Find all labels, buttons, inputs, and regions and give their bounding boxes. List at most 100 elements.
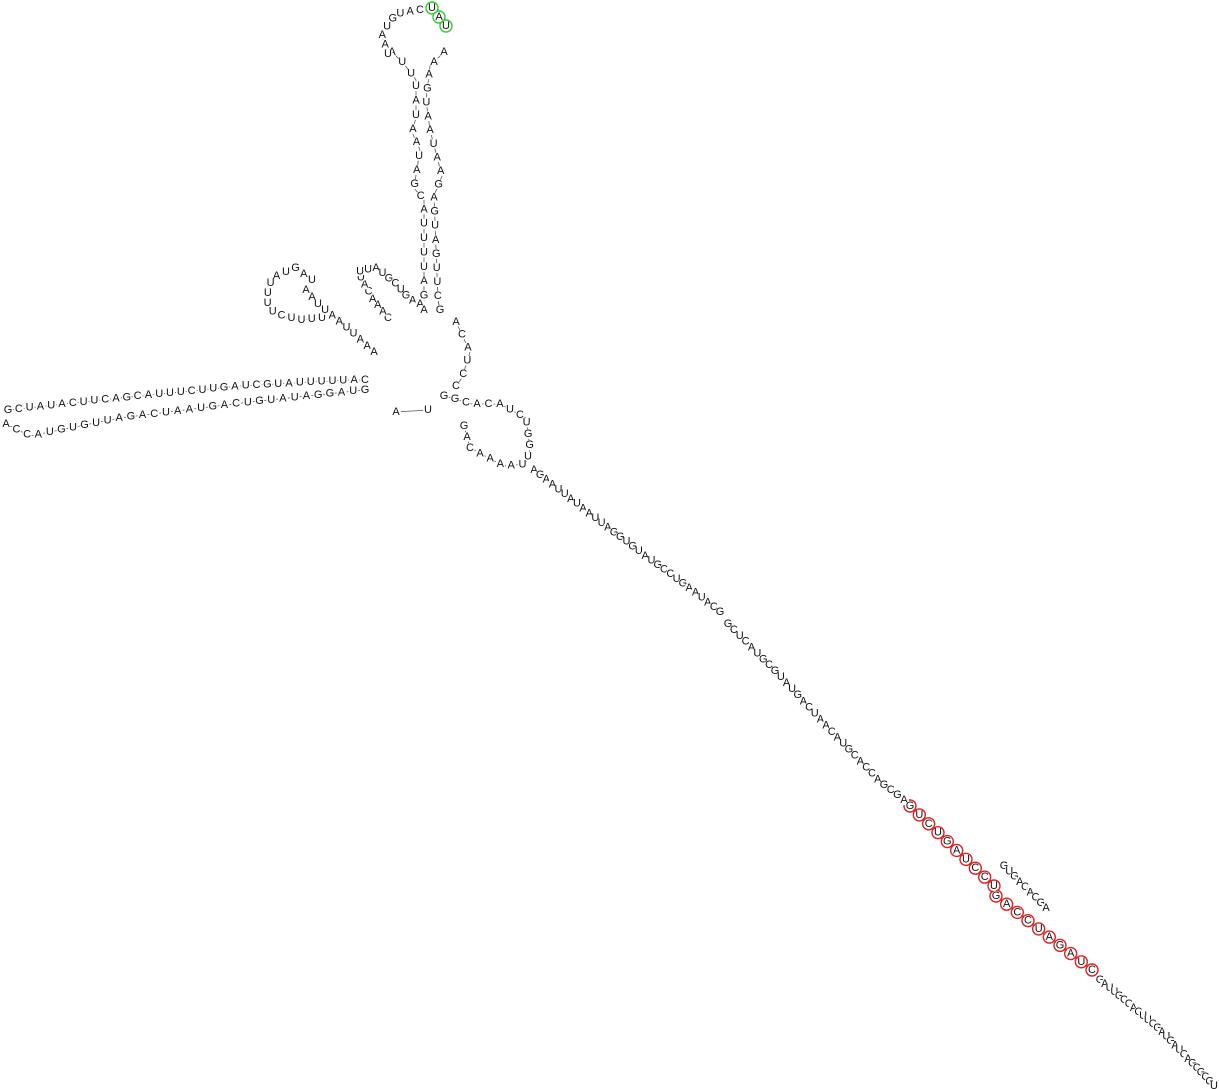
- nucleotide: A: [407, 6, 415, 18]
- nucleotide-bg: [451, 381, 461, 391]
- highlight-ring: [977, 870, 992, 884]
- nucleotide-bg: [419, 204, 429, 215]
- nucleotide-bg: [472, 399, 483, 409]
- nucleotide-bg: [289, 392, 300, 403]
- nucleotide-bg: [485, 453, 496, 464]
- nucleotide: G: [410, 178, 419, 190]
- nucleotide-bg: [979, 872, 990, 883]
- highlight-ring: [931, 825, 945, 840]
- nucleotide: U: [990, 880, 998, 892]
- nucleotide-bg: [3, 405, 13, 415]
- nucleotide-bg: [989, 881, 999, 891]
- nucleotide: U: [598, 517, 606, 529]
- nucleotide: U: [356, 266, 364, 278]
- nucleotide: A: [364, 340, 372, 352]
- nucleotide: A: [692, 587, 700, 599]
- highlight-ring: [1074, 955, 1089, 969]
- nucleotide-bg: [460, 397, 471, 408]
- nucleotide-bg: [427, 3, 437, 13]
- nucleotide-bg: [411, 95, 421, 106]
- nucleotide: A: [413, 164, 421, 176]
- nucleotide: U: [92, 417, 100, 429]
- nucleotide: U: [839, 738, 847, 750]
- nucleotide: A: [530, 464, 538, 476]
- nucleotide-bg: [78, 396, 89, 407]
- nucleotide: A: [426, 124, 434, 136]
- nucleotide: A: [231, 381, 239, 393]
- nucleotide: C: [981, 871, 989, 883]
- nucleotide-bg: [419, 305, 429, 315]
- nucleotide: C: [459, 368, 467, 380]
- nucleotide: A: [379, 29, 387, 41]
- nucleotide: G: [361, 384, 370, 396]
- nucleotide-bg: [415, 5, 425, 15]
- nucleotide-bg: [432, 277, 443, 288]
- nucleotide: C: [134, 390, 142, 402]
- highlight-ring: [949, 843, 964, 858]
- nucleotide: G: [220, 382, 229, 394]
- nucleotide-bg: [316, 376, 327, 387]
- nucleotide: U: [519, 458, 527, 470]
- nucleotide-bg: [429, 56, 440, 67]
- nucleotide-bg: [338, 375, 349, 386]
- nucleotide-bg: [435, 166, 446, 177]
- nucleotide: U: [267, 394, 275, 406]
- nucleotide: A: [1042, 902, 1050, 914]
- nucleotide: G: [1166, 1035, 1175, 1047]
- highlight-ring: [1010, 905, 1025, 920]
- backbone-diag-red-2: [995, 895, 1093, 971]
- nucleotide: U: [424, 404, 432, 416]
- nucleotide: U: [524, 450, 532, 462]
- nucleotide-bg: [419, 247, 429, 258]
- nucleotide: A: [435, 11, 443, 23]
- nucleotide-bg: [280, 267, 291, 278]
- highlight-ring: [1042, 930, 1057, 944]
- nucleotide: U: [1210, 1080, 1218, 1089]
- nucleotide: A: [641, 550, 649, 562]
- nucleotide: U: [647, 554, 655, 566]
- nucleotide: G: [1188, 1058, 1197, 1070]
- nucleotide: G: [255, 395, 264, 407]
- nucleotide-bg: [317, 313, 327, 323]
- nucleotide-bg: [905, 801, 915, 811]
- nucleotide-bg: [363, 264, 374, 275]
- nucleotide-bg: [1065, 948, 1076, 959]
- nucleotide-bg: [377, 29, 388, 40]
- nucleotide-bg: [121, 392, 132, 403]
- nucleotide-bg: [320, 304, 331, 315]
- nucleotide-bg: [91, 417, 102, 428]
- nucleotide: U: [573, 498, 581, 510]
- nucleotide: A: [857, 756, 865, 768]
- nucleotide-bg: [451, 317, 461, 327]
- nucleotide-bg: [219, 382, 230, 393]
- highlight-ring: [1021, 913, 1035, 928]
- nucleotide: G: [389, 13, 398, 25]
- nucleotide: U: [244, 396, 252, 408]
- nucleotide-bg: [991, 891, 1001, 901]
- nucleotide: G: [536, 469, 545, 481]
- nucleotide-bg: [1041, 903, 1051, 913]
- nucleotide: C: [868, 768, 876, 780]
- nucleotide: C: [69, 397, 77, 409]
- nucleotide: A: [473, 398, 481, 410]
- nucleotide: U: [915, 809, 923, 821]
- nucleotide-bg: [423, 111, 434, 122]
- nucleotide-bg: [1055, 940, 1065, 951]
- nucleotide: U: [420, 261, 428, 273]
- nucleotide-bg: [506, 460, 517, 471]
- nucleotide: G: [525, 439, 534, 451]
- nucleotide: U: [1077, 956, 1085, 968]
- nucleotide-bg: [942, 836, 953, 847]
- nucleotide: A: [686, 582, 694, 594]
- nucleotide: C: [1134, 1006, 1142, 1018]
- nucleotide: A: [430, 192, 438, 204]
- nucleotide-bg: [89, 395, 100, 406]
- nucleotide: A: [579, 503, 587, 515]
- nucleotide-bg: [307, 275, 317, 285]
- nucleotide: U: [291, 391, 299, 403]
- nucleotide-bg: [914, 809, 925, 820]
- nucleotide: C: [384, 312, 392, 324]
- nucleotide: A: [392, 406, 400, 418]
- nucleotide-bg: [441, 21, 451, 31]
